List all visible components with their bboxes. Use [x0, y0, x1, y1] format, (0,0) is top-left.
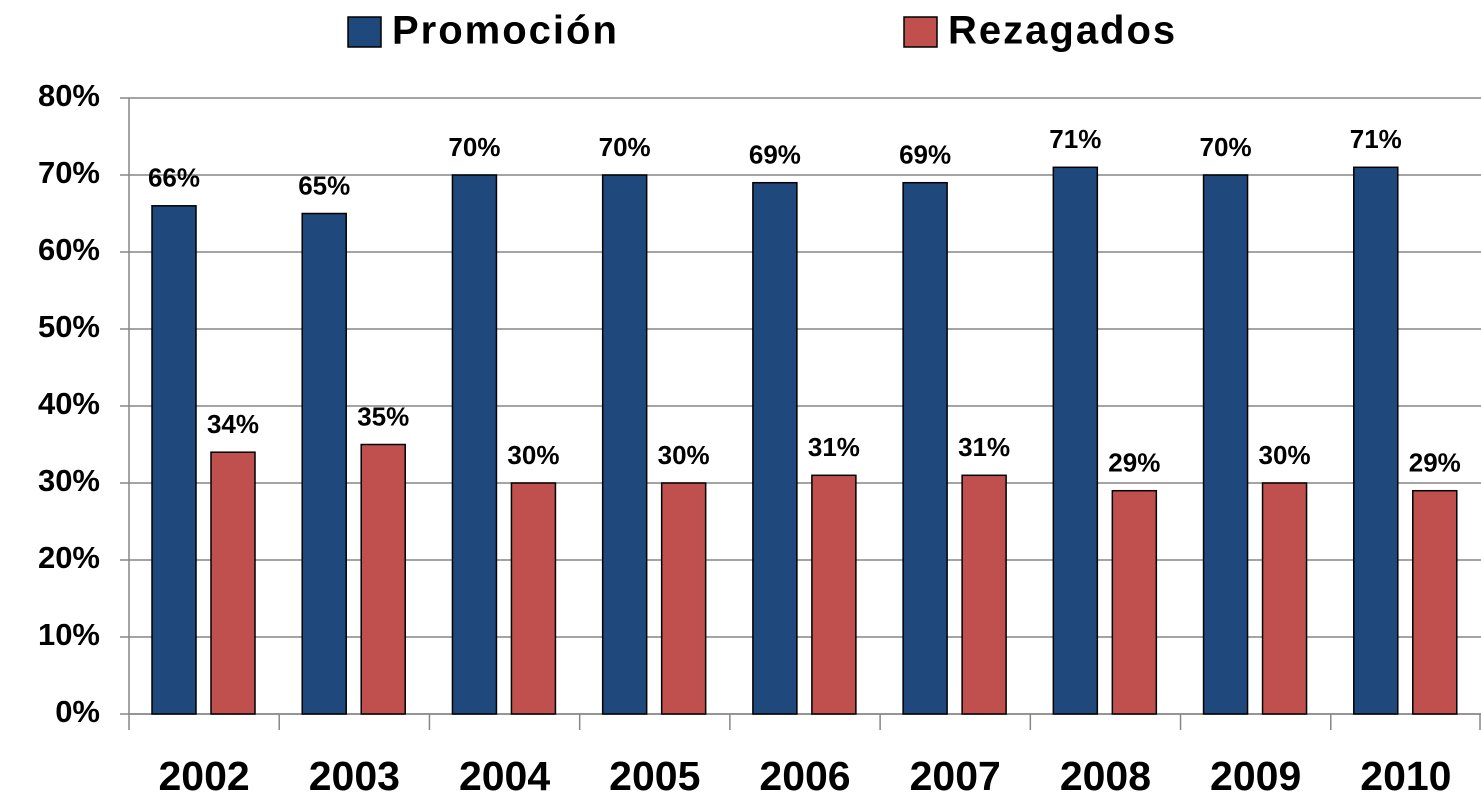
legend-swatch [347, 16, 382, 48]
bar [1052, 166, 1099, 715]
y-tick-label: 10% [38, 617, 100, 652]
value-label: 31% [958, 432, 1010, 462]
bar [752, 181, 798, 715]
x-tick-label: 2006 [759, 753, 850, 799]
x-tick-label: 2004 [459, 753, 550, 799]
bar [1261, 482, 1308, 715]
legend-label: Rezagados [948, 9, 1177, 53]
bar [961, 474, 1007, 715]
value-label: 70% [1200, 132, 1252, 162]
bar [301, 212, 347, 715]
x-tick-label: 2005 [609, 753, 700, 799]
value-label: 30% [658, 440, 710, 470]
value-label: 30% [1259, 440, 1311, 470]
y-tick-label: 80% [38, 78, 100, 113]
x-tick-label: 2010 [1360, 753, 1451, 799]
x-tick-label: 2007 [910, 753, 1001, 799]
value-label: 35% [357, 401, 409, 431]
value-label: 69% [749, 140, 801, 170]
value-label: 70% [599, 132, 651, 162]
bar [1111, 489, 1158, 715]
y-tick-label: 70% [38, 155, 100, 190]
y-tick-label: 0% [55, 694, 100, 729]
legend-label: Promoción [392, 9, 619, 53]
bar [510, 482, 557, 715]
y-tick-label: 50% [38, 309, 100, 344]
bar [210, 451, 256, 715]
value-label: 66% [148, 163, 200, 193]
value-label: 34% [207, 409, 259, 439]
bar [1353, 166, 1399, 715]
value-label: 71% [1049, 124, 1101, 154]
x-tick-label: 2009 [1210, 753, 1301, 799]
value-label: 65% [298, 170, 350, 200]
bar [451, 174, 498, 715]
x-tick-label: 2008 [1060, 753, 1151, 799]
x-tick-label: 2003 [309, 753, 400, 799]
bar [360, 443, 406, 715]
bar [1412, 489, 1458, 715]
value-label: 29% [1409, 448, 1461, 478]
bar [1202, 174, 1249, 715]
y-tick-label: 60% [38, 232, 100, 267]
y-tick-label: 20% [38, 540, 100, 575]
value-label: 70% [448, 132, 500, 162]
value-label: 30% [507, 440, 559, 470]
y-tick-label: 40% [38, 386, 100, 421]
value-label: 69% [899, 140, 951, 170]
legend-swatch [903, 16, 938, 48]
bar [811, 474, 857, 715]
bar [902, 181, 948, 715]
y-tick-label: 30% [38, 463, 100, 498]
bar [660, 482, 707, 715]
bar [601, 174, 648, 715]
bar [151, 205, 197, 715]
value-label: 71% [1350, 124, 1402, 154]
value-label: 31% [808, 432, 860, 462]
x-tick-label: 2002 [159, 753, 250, 799]
value-label: 29% [1108, 448, 1160, 478]
